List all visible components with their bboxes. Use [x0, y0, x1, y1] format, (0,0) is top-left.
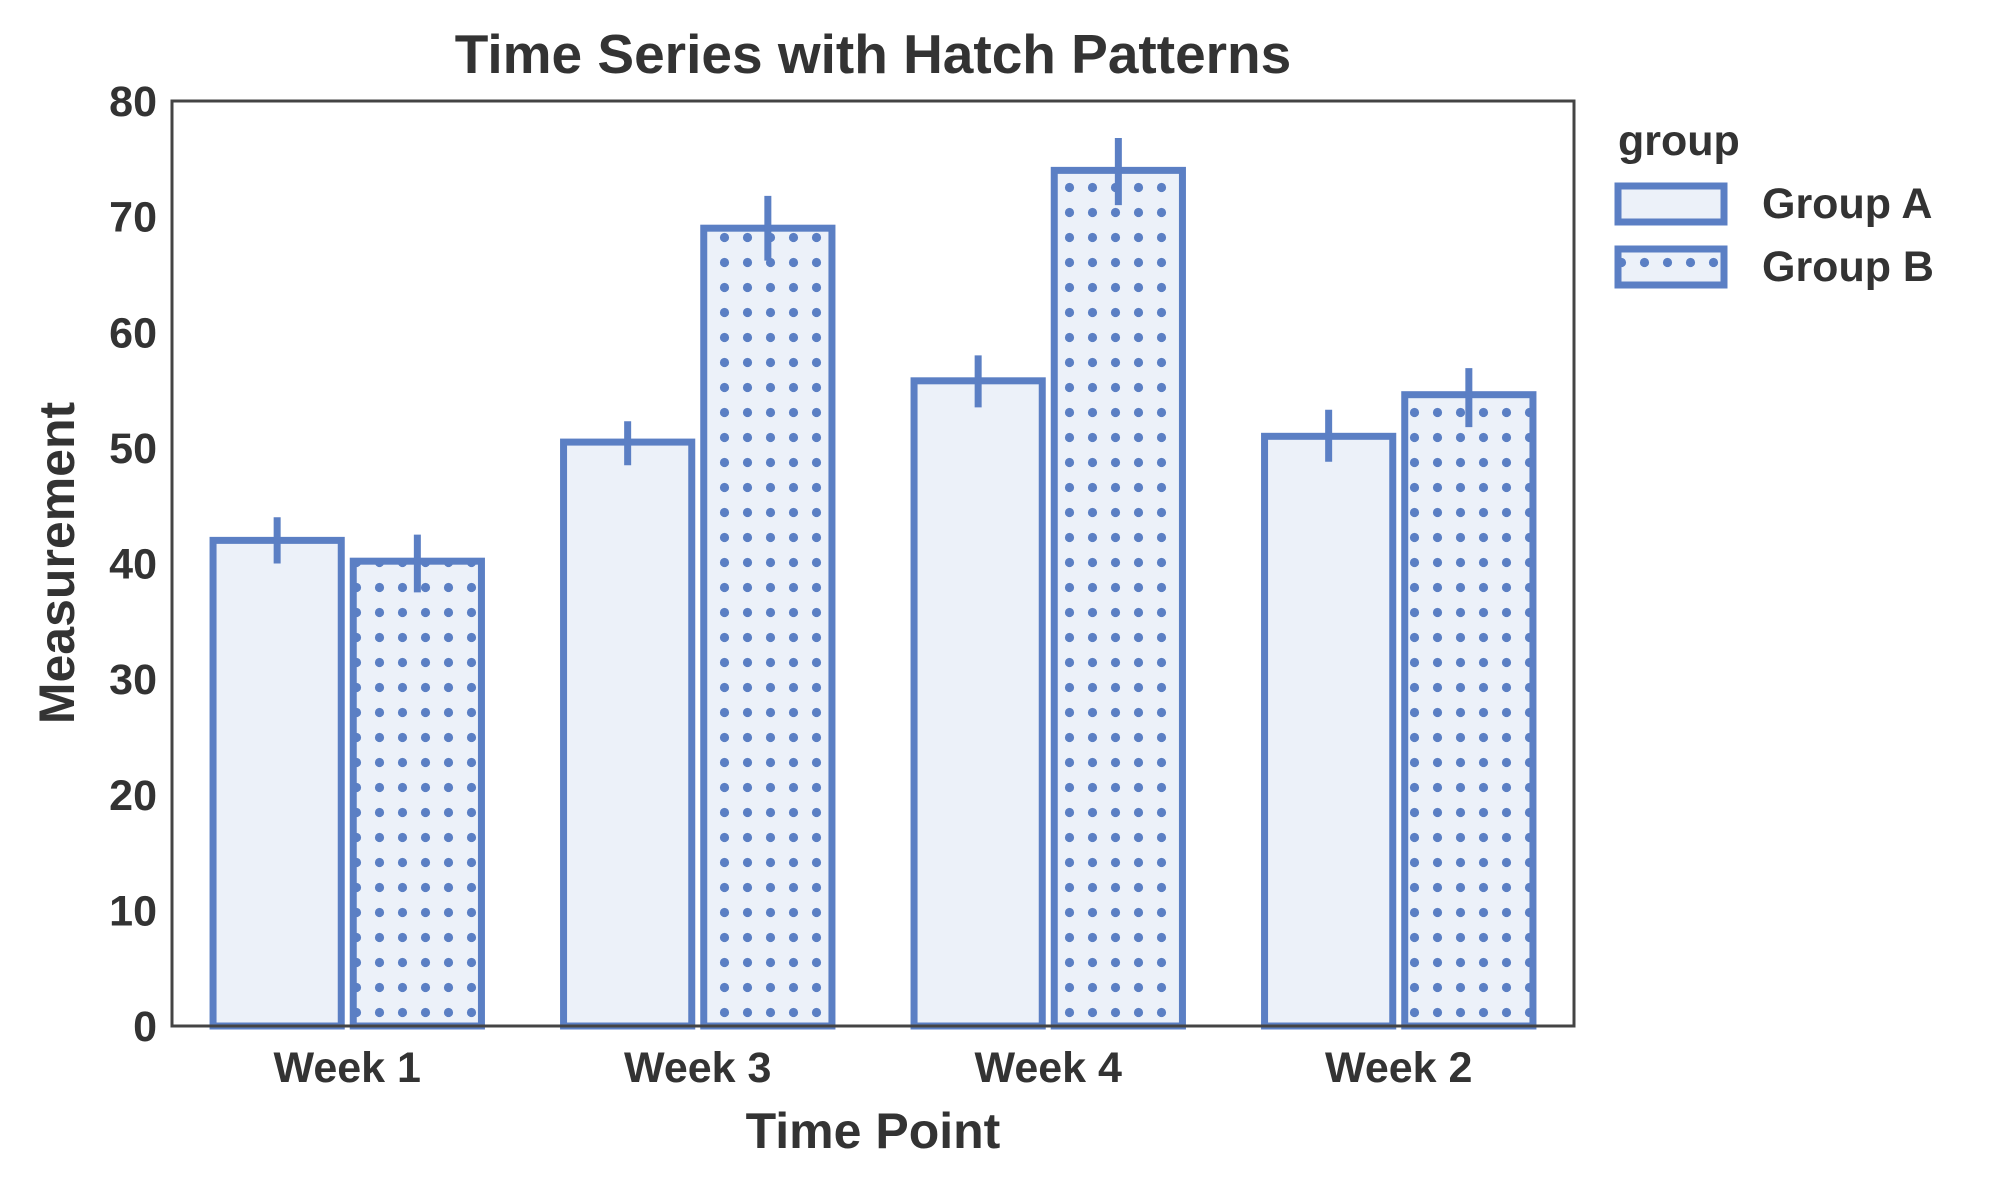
legend-title: group	[1618, 117, 1740, 165]
bar-group-b-week-4	[1050, 166, 1186, 1030]
x-axis-label: Time Point	[746, 1103, 1001, 1159]
x-tick-label-week-1: Week 1	[274, 1044, 421, 1092]
y-tick-label-10: 10	[109, 887, 157, 935]
bar-group-a-week-2	[1261, 432, 1397, 1030]
legend: group Group A Group B	[1614, 117, 1934, 291]
y-tick-label-30: 30	[109, 656, 157, 704]
x-tick-label-week-2: Week 2	[1325, 1044, 1472, 1092]
legend-label-group-b: Group B	[1762, 243, 1934, 291]
x-axis-ticks: Week 1 Week 3 Week 4 Week 2	[274, 1044, 1473, 1092]
y-tick-label-40: 40	[109, 541, 157, 589]
bar-group-a-week-1	[209, 536, 345, 1030]
y-tick-label-60: 60	[109, 309, 157, 357]
y-tick-label-70: 70	[109, 194, 157, 242]
chart-title: Time Series with Hatch Patterns	[455, 23, 1292, 85]
y-tick-label-20: 20	[109, 772, 157, 820]
legend-label-group-a: Group A	[1762, 180, 1932, 228]
y-axis-label: Measurement	[29, 401, 85, 724]
bar-group-b-week-3	[700, 224, 836, 1030]
x-tick-label-week-4: Week 4	[975, 1044, 1122, 1092]
legend-swatch-group-b	[1614, 245, 1728, 289]
bar-group-a-week-3	[560, 438, 696, 1030]
y-tick-label-50: 50	[109, 425, 157, 473]
legend-swatch-group-a	[1614, 182, 1728, 226]
y-tick-label-0: 0	[133, 1003, 157, 1051]
bar-group-a-week-4	[910, 377, 1046, 1030]
plot-area	[209, 138, 1537, 1030]
plot-frame	[170, 99, 1576, 1028]
x-tick-label-week-3: Week 3	[624, 1044, 771, 1092]
y-tick-label-80: 80	[109, 78, 157, 126]
bar-group-b-week-2	[1401, 391, 1537, 1030]
y-axis-ticks: 0 10 20 30 40 50 60 70 80	[109, 78, 157, 1051]
bar-group-b-week-1	[349, 557, 485, 1030]
